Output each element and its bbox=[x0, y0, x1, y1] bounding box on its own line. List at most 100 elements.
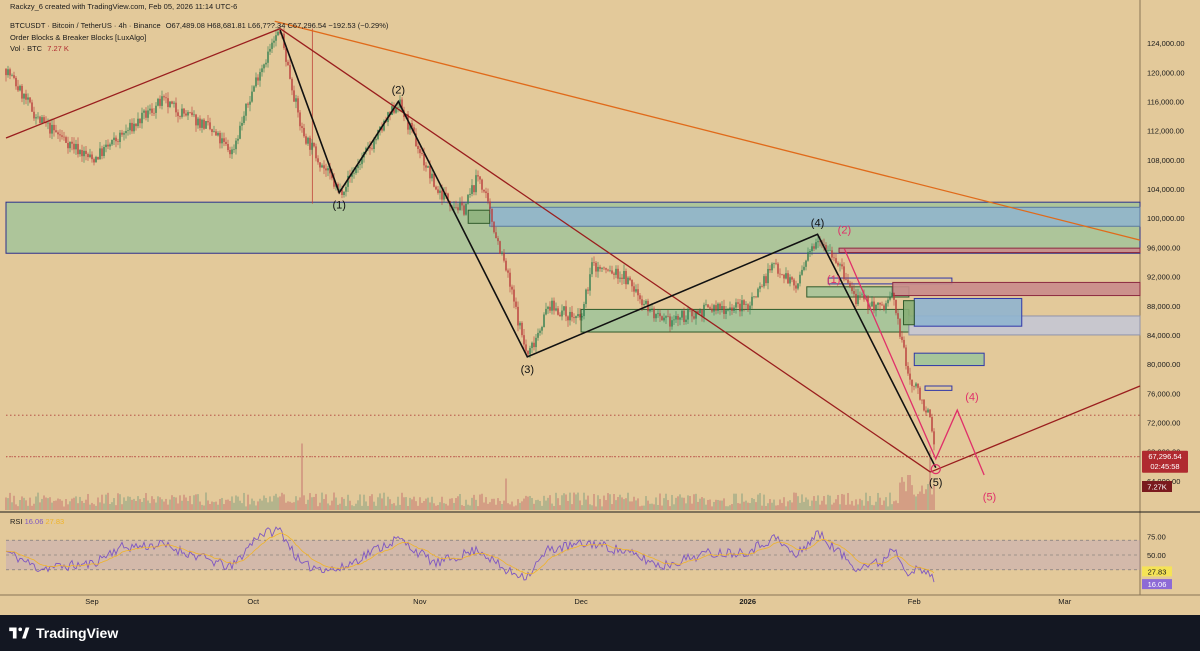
volume-bar bbox=[241, 503, 243, 510]
price-tick-label: 88,000.00 bbox=[1147, 302, 1180, 311]
candle-body bbox=[511, 286, 513, 290]
candle-body bbox=[655, 314, 657, 319]
candle-body bbox=[59, 134, 61, 136]
candle-body bbox=[215, 131, 217, 136]
candle-body bbox=[771, 263, 773, 271]
candle-body bbox=[293, 90, 295, 102]
volume-bar bbox=[923, 493, 925, 510]
rsi-value: 16.06 bbox=[1148, 580, 1167, 589]
volume-bar bbox=[643, 505, 645, 510]
candle-body bbox=[287, 61, 289, 66]
volume-bar bbox=[277, 497, 279, 510]
volume-bar bbox=[67, 504, 69, 510]
candle-body bbox=[677, 315, 679, 320]
volume-bar bbox=[899, 482, 901, 510]
volume-bar bbox=[185, 497, 187, 510]
candle-body bbox=[507, 270, 509, 273]
volume-bar bbox=[877, 492, 879, 510]
candle-body bbox=[833, 257, 835, 259]
volume-bar bbox=[841, 493, 843, 510]
volume-bar bbox=[223, 504, 225, 510]
candle-body bbox=[143, 110, 145, 113]
symbol-title[interactable]: BTCUSDT · Bitcoin / TetherUS · 4h · Bina… bbox=[10, 21, 161, 30]
candle-body bbox=[755, 296, 757, 298]
candle-body bbox=[29, 97, 31, 103]
candle-body bbox=[73, 143, 75, 150]
candle-body bbox=[737, 302, 739, 304]
candle-body bbox=[237, 138, 239, 141]
volume-bar bbox=[911, 485, 913, 510]
current-price-value: 67,296.54 bbox=[1148, 452, 1181, 461]
candle-body bbox=[437, 189, 439, 193]
candle-body bbox=[487, 192, 489, 202]
candle-body bbox=[743, 300, 745, 305]
volume-bar bbox=[601, 506, 603, 510]
volume-bar bbox=[301, 443, 303, 510]
wave-label-8: (4) bbox=[965, 392, 978, 404]
volume-bar bbox=[343, 498, 345, 510]
volume-bar bbox=[817, 495, 819, 510]
rsi-value-box bbox=[1142, 579, 1172, 590]
price-tick-label: 72,000.00 bbox=[1147, 418, 1180, 427]
volume-bar bbox=[33, 503, 35, 510]
indicator-luxalgo-label[interactable]: Order Blocks & Breaker Blocks [LuxAlgo] bbox=[10, 33, 147, 42]
volume-bar bbox=[759, 493, 761, 510]
volume-bar bbox=[625, 498, 627, 510]
candle-body bbox=[775, 262, 777, 264]
volume-bar bbox=[171, 495, 173, 510]
candle-body bbox=[769, 268, 771, 271]
candle-body bbox=[99, 148, 101, 160]
candle-body bbox=[445, 192, 447, 194]
volume-bar bbox=[547, 497, 549, 510]
candle-body bbox=[753, 296, 755, 297]
candle-body bbox=[831, 250, 833, 258]
volume-bar bbox=[697, 501, 699, 510]
volume-bar bbox=[709, 499, 711, 510]
candle-body bbox=[169, 101, 171, 108]
candle-body bbox=[115, 137, 117, 142]
volume-bar bbox=[889, 492, 891, 510]
volume-bar bbox=[589, 504, 591, 510]
volume-name: Vol · BTC bbox=[10, 44, 43, 53]
candle-body bbox=[279, 31, 281, 34]
volume-bar bbox=[401, 492, 403, 510]
price-tick-label: 116,000.00 bbox=[1147, 98, 1184, 107]
volume-bar bbox=[771, 502, 773, 510]
candle-body bbox=[239, 125, 241, 139]
candle-body bbox=[531, 342, 533, 349]
candle-body bbox=[179, 116, 181, 117]
volume-bar bbox=[391, 503, 393, 510]
volume-bar bbox=[579, 500, 581, 510]
candle-body bbox=[229, 150, 231, 155]
candle-body bbox=[657, 313, 659, 315]
volume-bar bbox=[745, 500, 747, 510]
blue-box-mid bbox=[913, 297, 1023, 327]
candle-body bbox=[201, 119, 203, 128]
candle-body bbox=[855, 293, 857, 305]
candle-body bbox=[845, 279, 847, 280]
volume-bar bbox=[513, 506, 515, 510]
candle-body bbox=[629, 277, 631, 281]
candle-body bbox=[245, 103, 247, 116]
volume-bar bbox=[591, 505, 593, 510]
candle-body bbox=[121, 132, 123, 135]
volume-bar bbox=[175, 497, 177, 510]
price-chart[interactable]: (1) (2) (3) (4) (5) (1) (2) (4) (5) 124,000.00 120… bbox=[0, 0, 1200, 615]
volume-bar bbox=[383, 492, 385, 510]
volume-bar bbox=[177, 503, 179, 510]
tradingview-logo[interactable]: TradingView bbox=[8, 625, 118, 641]
volume-bar bbox=[325, 494, 327, 510]
volume-bar bbox=[353, 506, 355, 510]
volume-bar bbox=[181, 500, 183, 510]
indicator-volume-label[interactable]: Vol · BTC 7.27 K bbox=[10, 44, 72, 54]
candle-body bbox=[811, 246, 813, 251]
price-tick-label: 80,000.00 bbox=[1147, 360, 1180, 369]
volume-bar bbox=[733, 493, 735, 510]
volume-bar bbox=[83, 502, 85, 510]
candle-body bbox=[25, 93, 27, 100]
candle-body bbox=[55, 130, 57, 133]
candle-body bbox=[689, 308, 691, 310]
volume-bar bbox=[163, 501, 165, 510]
volume-bar bbox=[197, 494, 199, 510]
volume-bar bbox=[273, 495, 275, 510]
